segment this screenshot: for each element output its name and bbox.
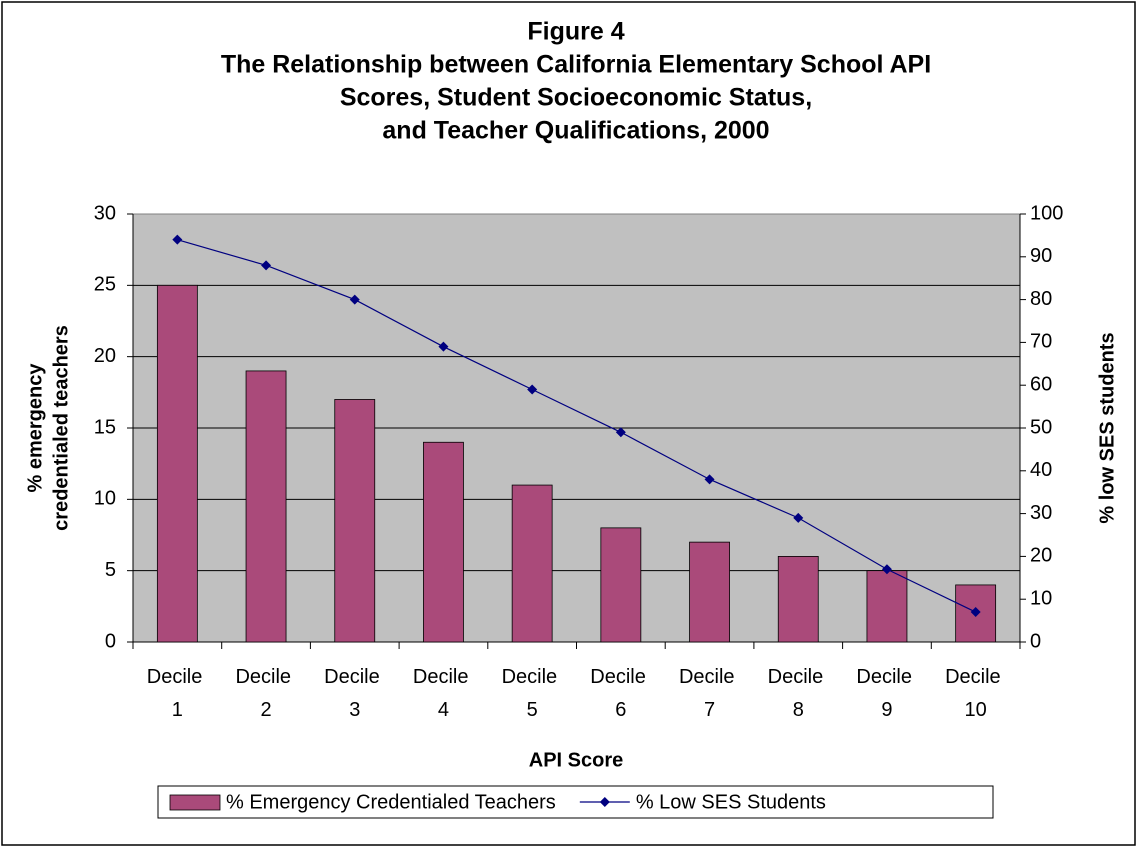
- y-tick-label: 20: [94, 345, 116, 367]
- marker: [172, 234, 183, 245]
- y-tick-label: 0: [105, 630, 116, 652]
- x-tick-label: Decile 4: [413, 666, 474, 721]
- y-axis-label: % emergency: [24, 363, 46, 493]
- marker: [793, 512, 804, 523]
- marker: [527, 384, 538, 395]
- y2-axis-label: % low SES students: [1096, 332, 1118, 523]
- y-tick-label: 10: [94, 488, 116, 510]
- legend-label: % Emergency Credentialed Teachers: [226, 791, 556, 813]
- bar: [866, 570, 908, 643]
- y-tick-label: 15: [94, 416, 116, 438]
- y2-tick-label: 100: [1030, 202, 1063, 224]
- y2-tick-label: 90: [1030, 245, 1052, 267]
- y2-tick-label: 0: [1030, 630, 1041, 652]
- chart-title: The Relationship between California Elem…: [221, 51, 931, 79]
- bar: [511, 484, 553, 643]
- y2-tick-label: 60: [1030, 373, 1052, 395]
- y2-tick-label: 70: [1030, 331, 1052, 353]
- y2-tick-label: 50: [1030, 416, 1052, 438]
- marker: [349, 294, 360, 305]
- bar: [245, 370, 287, 643]
- legend-swatch: [169, 794, 221, 811]
- legend-marker: [599, 797, 610, 807]
- line: [177, 239, 976, 613]
- marker: [970, 607, 981, 618]
- x-tick-label: Decile 9: [856, 666, 917, 721]
- bar: [423, 441, 464, 643]
- marker: [438, 341, 449, 352]
- y2-tick-label: 40: [1030, 459, 1052, 481]
- y2-tick-label: 30: [1030, 502, 1052, 524]
- legend-label: % Low SES Students: [636, 791, 826, 813]
- x-tick-label: Decile 6: [590, 666, 651, 721]
- chart-title: Figure 4: [527, 18, 624, 46]
- bar: [777, 556, 819, 643]
- chart-title: and Teacher Qualifications, 2000: [382, 117, 769, 145]
- bar: [600, 527, 642, 643]
- x-tick-label: Decile 8: [768, 666, 829, 721]
- bar: [156, 284, 198, 643]
- x-tick-label: Decile 7: [679, 666, 740, 721]
- x-tick-label: Decile 1: [147, 666, 208, 721]
- marker: [615, 427, 626, 438]
- y-tick-label: 5: [105, 559, 116, 581]
- x-axis-label: API Score: [529, 749, 623, 771]
- bar: [689, 541, 730, 643]
- y2-tick-label: 80: [1030, 288, 1052, 310]
- x-tick-label: Decile 3: [324, 666, 385, 721]
- y-tick-label: 25: [94, 274, 116, 296]
- bar: [334, 399, 376, 643]
- y-tick-label: 30: [94, 202, 116, 224]
- y2-tick-label: 20: [1030, 545, 1052, 567]
- x-tick-label: Decile 5: [502, 666, 563, 721]
- marker: [881, 564, 892, 575]
- y2-tick-label: 10: [1030, 587, 1052, 609]
- marker: [704, 474, 715, 485]
- chart-title: Scores, Student Socioeconomic Status,: [340, 84, 812, 112]
- y-axis-label: credentialed teachers: [50, 325, 72, 531]
- x-tick-label: Decile 2: [235, 666, 296, 721]
- legend-box: [157, 785, 994, 819]
- marker: [261, 260, 272, 271]
- x-tick-label: Decile 10: [945, 666, 1006, 721]
